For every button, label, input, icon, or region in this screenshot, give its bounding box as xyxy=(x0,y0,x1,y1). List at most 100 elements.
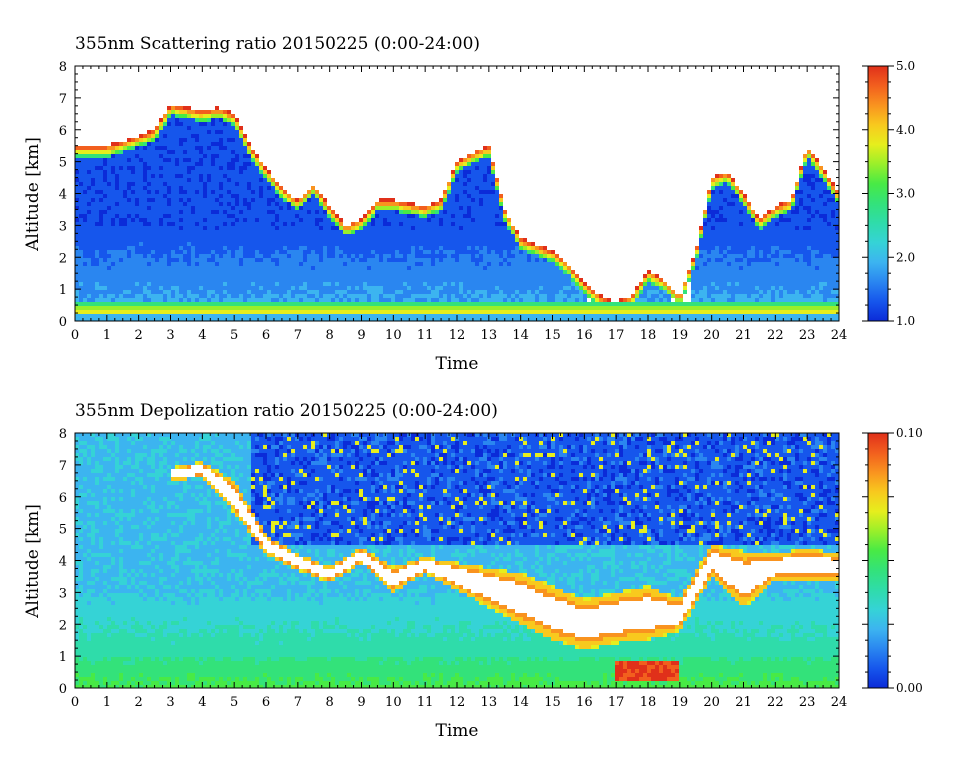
heatmap-cell xyxy=(487,306,491,310)
heatmap-cell xyxy=(163,222,167,226)
heatmap-cell xyxy=(575,314,579,318)
heatmap-cell xyxy=(175,126,179,130)
heatmap-cell xyxy=(351,314,355,318)
heatmap-cell xyxy=(223,134,227,138)
heatmap-cell xyxy=(547,254,551,258)
heatmap-cell xyxy=(91,150,95,154)
heatmap-cell xyxy=(611,302,615,306)
heatmap-cell xyxy=(231,314,235,318)
heatmap-cell xyxy=(571,282,575,286)
heatmap-cell xyxy=(647,318,651,321)
heatmap-cell xyxy=(299,290,303,294)
heatmap-cell xyxy=(179,278,183,282)
heatmap-cell xyxy=(115,150,119,154)
heatmap-cell xyxy=(227,126,231,130)
heatmap-cell xyxy=(175,202,179,206)
heatmap-cell xyxy=(391,270,395,274)
heatmap-cell xyxy=(555,266,559,270)
heatmap-cell xyxy=(711,186,715,190)
heatmap-cell xyxy=(143,314,147,318)
heatmap-cell xyxy=(203,142,207,146)
heatmap-cell xyxy=(639,282,643,286)
heatmap-cell xyxy=(303,234,307,238)
heatmap-cell xyxy=(375,242,379,246)
heatmap-cell xyxy=(567,282,571,286)
heatmap-cell xyxy=(119,254,123,258)
heatmap-cell xyxy=(155,178,159,182)
heatmap-cell xyxy=(175,278,179,282)
heatmap-cell xyxy=(471,202,475,206)
heatmap-cell xyxy=(703,314,707,318)
heatmap-cell xyxy=(647,310,651,314)
heatmap-cell xyxy=(271,278,275,282)
heatmap-cell xyxy=(263,266,267,270)
heatmap-cell xyxy=(91,158,95,162)
heatmap-cell xyxy=(279,210,283,214)
heatmap-cell xyxy=(695,278,699,282)
heatmap-cell xyxy=(563,310,567,314)
heatmap-cell xyxy=(175,318,179,321)
heatmap-cell xyxy=(351,234,355,238)
heatmap-cell xyxy=(503,266,507,270)
heatmap-cell xyxy=(663,302,667,306)
heatmap-cell xyxy=(187,270,191,274)
heatmap-cell xyxy=(275,294,279,298)
heatmap-cell xyxy=(87,314,91,318)
heatmap-cell xyxy=(211,166,215,170)
heatmap-cell xyxy=(451,198,455,202)
heatmap-cell xyxy=(643,318,647,321)
heatmap-cell xyxy=(483,198,487,202)
heatmap-cell xyxy=(359,258,363,262)
heatmap-cell xyxy=(359,274,363,278)
heatmap-cell xyxy=(283,270,287,274)
heatmap-cell xyxy=(443,302,447,306)
heatmap-cell xyxy=(647,302,651,306)
heatmap-cell xyxy=(151,298,155,302)
heatmap-cell xyxy=(691,274,695,278)
heatmap-cell xyxy=(267,294,271,298)
heatmap-cell xyxy=(303,226,307,230)
heatmap-cell xyxy=(207,222,211,226)
heatmap-cell xyxy=(123,246,127,250)
heatmap-cell xyxy=(215,154,219,158)
heatmap-cell xyxy=(699,250,703,254)
heatmap-cell xyxy=(679,302,683,306)
heatmap-cell xyxy=(391,226,395,230)
heatmap-cell xyxy=(387,274,391,278)
heatmap-cell xyxy=(499,318,503,321)
heatmap-cell xyxy=(223,250,227,254)
heatmap-cell xyxy=(311,282,315,286)
heatmap-cell xyxy=(251,226,255,230)
heatmap-cell xyxy=(463,206,467,210)
heatmap-cell xyxy=(443,206,447,210)
heatmap-cell xyxy=(451,210,455,214)
heatmap-cell xyxy=(459,190,463,194)
heatmap-cell xyxy=(79,154,83,158)
heatmap-cell xyxy=(311,238,315,242)
heatmap-cell xyxy=(187,122,191,126)
heatmap-cell xyxy=(659,294,663,298)
heatmap-cell xyxy=(147,166,151,170)
heatmap-cell xyxy=(83,162,87,166)
heatmap-cell xyxy=(231,114,235,118)
heatmap-cell xyxy=(691,266,695,270)
heatmap-cell xyxy=(399,294,403,298)
heatmap-cell xyxy=(131,154,135,158)
heatmap-cell xyxy=(107,294,111,298)
heatmap-cell xyxy=(251,310,255,314)
heatmap-cell xyxy=(219,262,223,266)
heatmap-cell xyxy=(487,210,491,214)
heatmap-cell xyxy=(171,194,175,198)
heatmap-cell xyxy=(235,142,239,146)
heatmap-cell xyxy=(475,210,479,214)
heatmap-cell xyxy=(207,306,211,310)
heatmap-cell xyxy=(331,222,335,226)
heatmap-cell xyxy=(471,218,475,222)
heatmap-cell xyxy=(367,218,371,222)
heatmap-cell xyxy=(703,242,707,246)
heatmap-cell xyxy=(171,170,175,174)
heatmap-cell xyxy=(279,222,283,226)
heatmap-cell xyxy=(395,286,399,290)
heatmap-cell xyxy=(351,258,355,262)
heatmap-cell xyxy=(511,262,515,266)
